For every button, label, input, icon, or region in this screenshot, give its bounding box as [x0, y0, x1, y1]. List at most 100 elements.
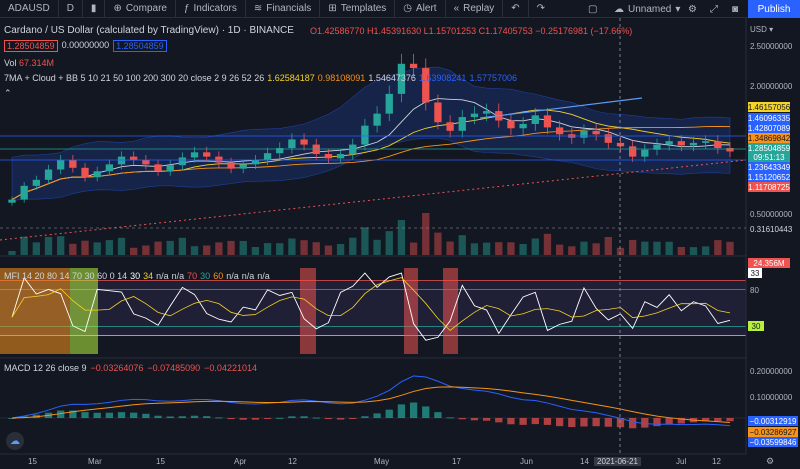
volume-bar [495, 242, 503, 255]
macd-histogram-bar [677, 418, 685, 424]
currency-selector[interactable]: USD ▾ [750, 25, 774, 34]
bollinger-cloud [11, 66, 731, 202]
macd-histogram-bar [531, 418, 539, 425]
volume-bar [105, 240, 114, 255]
ma-legend: 7MA + Cloud + BB 5 10 21 50 100 200 300 … [4, 73, 518, 83]
macd-histogram-bar [495, 418, 503, 423]
mfi-line [11, 272, 731, 341]
publish-button[interactable]: Publish [748, 0, 800, 18]
volume-bar [409, 242, 418, 255]
volume-bar [458, 235, 466, 255]
price-label-031: 0.31610443 [750, 225, 793, 234]
templates-button[interactable]: ⊞ Templates [320, 0, 396, 18]
bid-ask-row: 1.28504859 0.00000000 1.28504859 [4, 40, 167, 52]
time-label: Jun [520, 457, 533, 466]
replay-label: Replay [463, 3, 495, 14]
macd-histogram-bar [154, 415, 162, 418]
layout-button[interactable]: ☁ Unnamed ▾ [614, 0, 680, 18]
volume-bar [8, 251, 16, 255]
replay-button[interactable]: «Replay [446, 0, 504, 18]
volume-bar [689, 247, 698, 255]
macd-histogram-bar [555, 418, 564, 427]
volume-bar [336, 244, 345, 255]
interval-button[interactable]: D [59, 0, 83, 18]
price-box: 1.46096335 [747, 113, 791, 123]
volume-bar [434, 232, 442, 255]
candle-body [507, 120, 515, 129]
fullscreen-button[interactable]: ▢ [588, 0, 597, 18]
macd-histogram-bar [8, 418, 16, 419]
candle-body [69, 160, 77, 168]
compare-button[interactable]: ⊕ Compare [105, 0, 176, 18]
macd-histogram-bar [263, 418, 272, 419]
volume-bar [628, 239, 637, 255]
price-label-top: 2.50000000 [750, 42, 793, 51]
macd-histogram-bar [239, 418, 247, 420]
candle-body [373, 113, 381, 126]
price-box: 1.34869842 [747, 133, 791, 143]
volume-bar [519, 244, 527, 255]
macd-label-01: 0.10000000 [750, 393, 793, 402]
mfi-legend: MFI 14 20 80 14 70 30 60 0 14 30 34 n/a … [4, 271, 270, 281]
candle-body [543, 115, 552, 128]
indicators-label: Indicators [193, 3, 237, 14]
ask-value[interactable]: 1.28504859 [113, 40, 167, 52]
financials-button[interactable]: ≋ Financials [246, 0, 321, 18]
plus-circle-icon: ⊕ [113, 3, 122, 14]
macd-histogram-bar [628, 418, 637, 429]
volume-bar [288, 238, 296, 255]
tradingview-logo[interactable]: ☁ [6, 432, 24, 450]
snapshot-button[interactable]: ◙ [732, 0, 738, 18]
candle-body [714, 141, 722, 149]
volume-bar [117, 237, 126, 255]
volume-bar [726, 241, 734, 255]
fullscreen-toggle[interactable]: ⤢ [710, 0, 718, 18]
chart-legend-title: Cardano / US Dollar (calculated by Tradi… [4, 25, 294, 36]
axis-settings-button[interactable]: ⚙ [766, 456, 774, 467]
settings-button[interactable]: ⚙ [688, 0, 697, 18]
chart-canvas[interactable] [0, 18, 800, 469]
volume-bar [555, 244, 564, 255]
volume-bar [482, 242, 491, 255]
macd-histogram-bar [507, 418, 515, 425]
macd-histogram-bar [190, 415, 199, 418]
undo-button[interactable]: ↶ [503, 0, 529, 18]
volume-bar [385, 231, 393, 255]
macd-histogram-bar [604, 418, 612, 427]
volume-bar [397, 220, 406, 255]
indicators-button[interactable]: ƒ Indicators [176, 0, 246, 18]
top-toolbar: ADAUSD D ▮ ⊕ Compare ƒ Indicators ≋ Financi… [0, 0, 800, 18]
macd-histogram-bar [324, 418, 333, 420]
volume-bar [677, 247, 685, 255]
volume-bar [239, 241, 247, 255]
redo-icon: ↷ [536, 3, 546, 14]
volume-bar [568, 246, 576, 255]
price-box: 1.42807089 [747, 123, 791, 133]
spread-value: 0.00000000 [61, 40, 110, 50]
price-box: 1.46157056 [747, 102, 791, 112]
candle-body [300, 139, 308, 145]
chart-type-button[interactable]: ▮ [83, 0, 106, 18]
symbol-search[interactable]: ADAUSD [0, 0, 59, 18]
alarm-clock-icon: ◷ [403, 3, 413, 14]
volume-bar [203, 245, 211, 255]
camera-icon: ◙ [732, 3, 739, 15]
price-label-050: 0.50000000 [750, 210, 793, 219]
candle-body [641, 149, 649, 157]
macd-histogram-bar [276, 417, 284, 419]
price-box: 09:51:13 [748, 152, 790, 162]
time-label: Apr [234, 457, 247, 466]
collapse-legend-button[interactable]: ⌃ [4, 88, 12, 99]
volume-bar [69, 243, 77, 255]
volume-bar [215, 242, 223, 255]
macd-histogram-bar [616, 418, 625, 428]
candle-body [580, 130, 588, 138]
macd-histogram-bar [69, 410, 77, 418]
macd-pane [0, 375, 746, 429]
bid-value[interactable]: 1.28504859 [4, 40, 58, 52]
macd-histogram-bar [409, 402, 418, 418]
alert-button[interactable]: ◷ Alert [395, 0, 446, 18]
volume-bar [300, 240, 308, 255]
candle-body [385, 93, 393, 114]
redo-button[interactable]: ↷ [529, 0, 553, 18]
